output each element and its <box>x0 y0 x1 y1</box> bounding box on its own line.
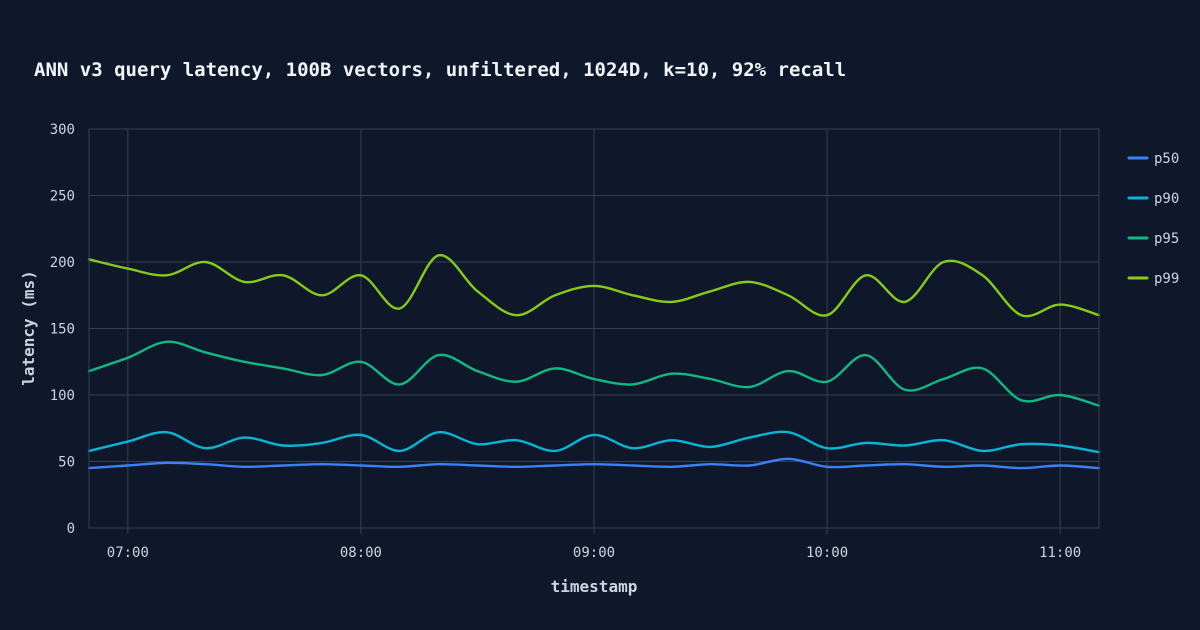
x-tick-label: 10:00 <box>806 545 848 561</box>
y-tick-label: 250 <box>50 189 75 205</box>
x-tick-label: 07:00 <box>107 545 149 561</box>
series-line-p50 <box>87 457 1101 470</box>
legend-label-p99: p99 <box>1154 271 1179 287</box>
legend-label-p90: p90 <box>1154 191 1179 207</box>
legend-label-p50: p50 <box>1154 151 1179 167</box>
x-tick-label: 11:00 <box>1039 545 1081 561</box>
y-axis-label: latency (ms) <box>19 270 38 386</box>
series-line-p95 <box>87 340 1101 407</box>
y-tick-label: 50 <box>58 455 75 471</box>
series <box>87 254 1101 470</box>
series-line-p99 <box>87 254 1101 318</box>
plot-frame <box>88 128 1100 529</box>
y-tick-label: 0 <box>67 521 75 537</box>
y-tick-label: 200 <box>50 255 75 271</box>
grid <box>89 128 1099 529</box>
chart-title: ANN v3 query latency, 100B vectors, unfi… <box>34 59 846 81</box>
y-tick-label: 100 <box>50 388 75 404</box>
legend: p50 p90 p95 p99 <box>1127 151 1179 287</box>
ticks: 0 50 100 150 200 250 300 07:00 08:00 09:00 10:00 11… <box>50 122 1082 561</box>
x-tick-label: 08:00 <box>340 545 382 561</box>
x-axis-label: timestamp <box>551 577 638 596</box>
y-tick-label: 300 <box>50 122 75 138</box>
legend-label-p95: p95 <box>1154 231 1179 247</box>
y-tick-label: 150 <box>50 322 75 338</box>
series-line-p90 <box>87 430 1101 454</box>
x-tick-label: 09:00 <box>573 545 615 561</box>
